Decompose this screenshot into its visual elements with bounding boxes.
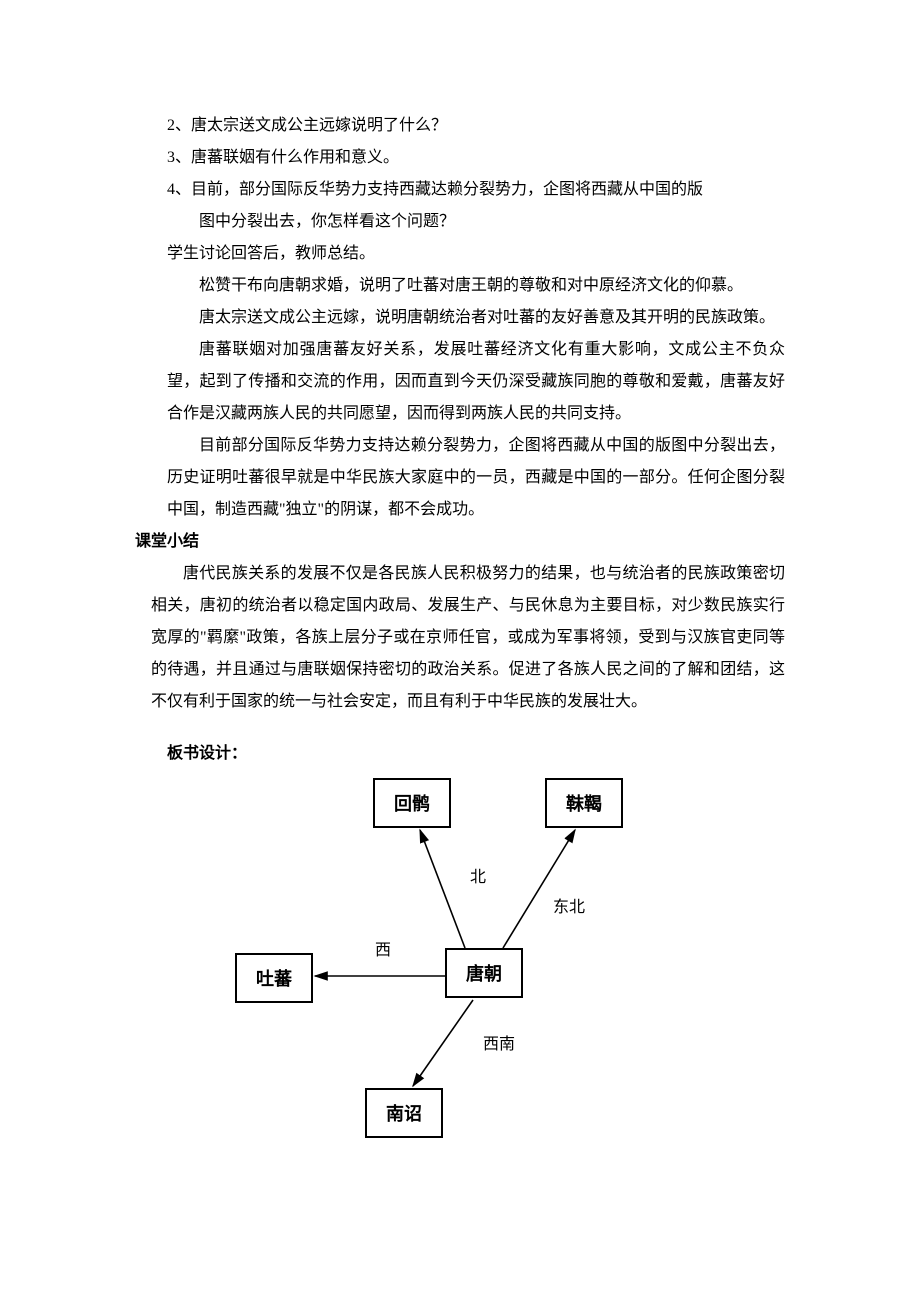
node-tang: 唐朝 [445,948,523,998]
summary-paragraph: 唐代民族关系的发展不仅是各民族人民积极努力的结果，也与统治者的民族政策密切相关，… [135,558,785,718]
edge-label-west: 西 [375,936,391,960]
summary-heading: 课堂小结 [135,526,785,558]
question-3: 3、唐蕃联姻有什么作用和意义。 [135,142,785,174]
question-4-line2: 图中分裂出去，你怎样看这个问题？ [135,206,785,238]
node-huihe-label: 回鹘 [394,790,430,816]
edge-label-southwest: 西南 [483,1030,515,1054]
paragraph-1: 松赞干布向唐朝求婚，说明了吐蕃对唐王朝的尊敬和对中原经济文化的仰慕。 [135,270,785,302]
board-design-heading: 板书设计： [135,738,785,770]
node-nanzhao: 南诏 [365,1088,443,1138]
transition-text: 学生讨论回答后，教师总结。 [135,238,785,270]
node-tufan-label: 吐蕃 [256,965,292,991]
node-tufan: 吐蕃 [235,953,313,1003]
paragraph-3: 唐蕃联姻对加强唐蕃友好关系，发展吐蕃经济文化有重大影响，文成公主不负众望，起到了… [135,334,785,430]
paragraph-4: 目前部分国际反华势力支持达赖分裂势力，企图将西藏从中国的版图中分裂出去，历史证明… [135,430,785,526]
node-mohe-label: 靺鞨 [566,790,602,816]
node-mohe: 靺鞨 [545,778,623,828]
question-2: 2、唐太宗送文成公主远嫁说明了什么？ [135,110,785,142]
edge-label-northeast: 东北 [553,893,585,917]
question-4-line1: 4、目前，部分国际反华势力支持西藏达赖分裂势力，企图将西藏从中国的版 [135,174,785,206]
paragraph-2: 唐太宗送文成公主远嫁，说明唐朝统治者对吐蕃的友好善意及其开明的民族政策。 [135,302,785,334]
document-page: 2、唐太宗送文成公主远嫁说明了什么？ 3、唐蕃联姻有什么作用和意义。 4、目前，… [0,0,920,1302]
node-tang-label: 唐朝 [466,960,502,986]
board-diagram: 回鹘 靺鞨 唐朝 吐蕃 南诏 北 东北 西 西南 [235,778,745,1158]
node-huihe: 回鹘 [373,778,451,828]
edge-label-north: 北 [470,863,486,887]
node-nanzhao-label: 南诏 [386,1100,422,1126]
